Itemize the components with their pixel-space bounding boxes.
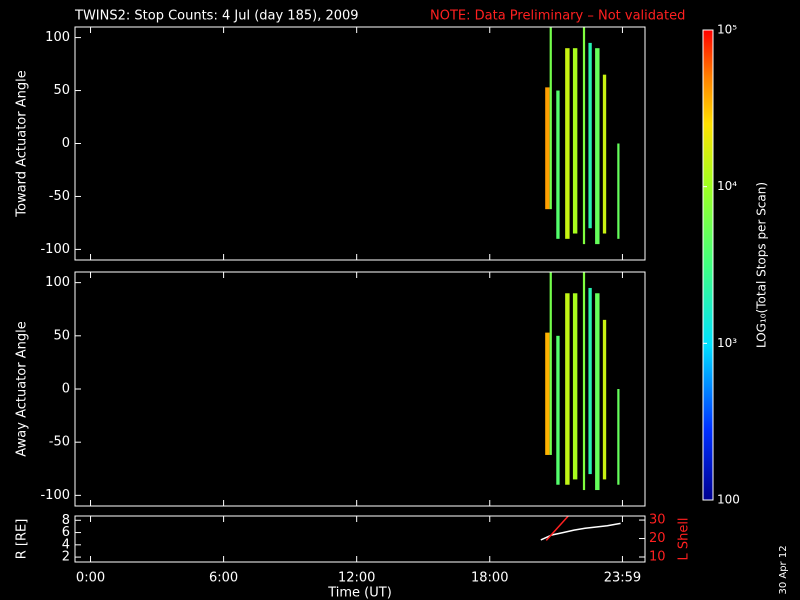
y-tick-label: 8: [62, 513, 70, 528]
y-tick-label: 50: [53, 83, 70, 98]
series-line: [545, 516, 570, 541]
series-line: [540, 522, 621, 541]
y-axis-label: R [RE]: [15, 519, 30, 560]
count-strip: [617, 143, 620, 239]
x-axis-label: Time (UT): [327, 586, 392, 600]
count-strip: [549, 27, 552, 210]
y-tick-label: 100: [45, 30, 70, 45]
y2-tick-label: 10: [649, 550, 666, 565]
y-tick-label: -50: [49, 189, 70, 204]
count-strip: [572, 48, 578, 234]
y2-tick-label: 30: [649, 513, 666, 528]
colorbar-tick-label: 10⁵: [717, 23, 737, 37]
y-axis-label: Toward Actuator Angle: [15, 70, 30, 217]
count-strip: [602, 319, 607, 480]
count-strip: [602, 74, 607, 234]
x-tick-label: 0:00: [76, 571, 105, 586]
y-tick-label: 6: [62, 525, 70, 540]
y-tick-label: 100: [45, 275, 70, 290]
y2-axis-label: L Shell: [677, 517, 692, 560]
count-strip: [617, 389, 620, 485]
count-strip: [549, 272, 552, 455]
y-tick-label: 0: [62, 136, 70, 151]
x-tick-label: 12:00: [338, 571, 375, 586]
colorbar: [702, 29, 714, 501]
y-axis-label: Away Actuator Angle: [15, 321, 30, 456]
y-tick-label: 0: [62, 382, 70, 397]
colorbar-tick-label: 10⁴: [717, 179, 737, 193]
count-strip: [556, 335, 560, 485]
y-tick-label: -100: [40, 242, 70, 257]
count-strip: [565, 293, 570, 485]
count-strip: [556, 90, 560, 239]
count-strip: [582, 27, 586, 245]
y-tick-label: 4: [62, 537, 70, 552]
y2-tick-label: 20: [649, 531, 666, 546]
count-strip: [545, 87, 550, 210]
x-tick-label: 23:59: [604, 571, 641, 586]
note: NOTE: Data Preliminary – Not validated: [430, 9, 685, 24]
y-tick-label: -50: [49, 435, 70, 450]
colorbar-tick-label: 100: [717, 493, 740, 507]
count-strip: [582, 272, 586, 491]
panel-frame: [74, 515, 646, 563]
count-strip: [565, 48, 570, 239]
count-strip: [545, 332, 550, 455]
x-tick-label: 6:00: [209, 571, 238, 586]
colorbar-label: LOG₁₀(Total Stops per Scan): [755, 182, 769, 348]
x-tick-label: 18:00: [471, 571, 508, 586]
count-strip: [572, 293, 578, 480]
y-tick-label: 50: [53, 328, 70, 343]
y-tick-label: -100: [40, 488, 70, 503]
y-tick-label: 2: [62, 550, 70, 565]
count-strip: [588, 42, 592, 229]
count-strip: [595, 293, 600, 491]
count-strip: [595, 48, 600, 245]
side-date: 30 Apr 12: [778, 545, 789, 594]
chart-title: TWINS2: Stop Counts: 4 Jul (day 185), 20…: [74, 9, 359, 24]
colorbar-tick-label: 10³: [717, 336, 737, 350]
count-strip: [588, 287, 592, 475]
